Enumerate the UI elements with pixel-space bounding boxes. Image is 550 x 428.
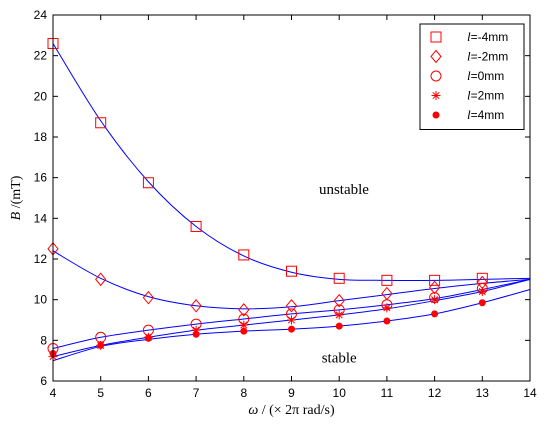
x-tick-label: 11 (381, 386, 394, 400)
data-point-series-1 (95, 117, 107, 129)
annotation-stable: stable (322, 351, 357, 367)
legend-value: =-2mm (471, 50, 509, 64)
data-point-series-2 (238, 303, 250, 317)
x-tick-label: 14 (523, 386, 537, 400)
fit-curve-series-2 (52, 250, 531, 310)
data-point-series-4 (477, 287, 487, 297)
y-tick-label: 12 (34, 252, 48, 266)
annotations: unstable stable (319, 182, 369, 367)
x-tick-label: 12 (428, 386, 442, 400)
y-tick-label: 22 (34, 49, 48, 63)
legend-marker-4 (431, 91, 441, 100)
data-point-series-4 (287, 315, 296, 325)
data-point-series-1 (429, 274, 441, 286)
data-point-series-1 (333, 272, 345, 284)
x-tick-label: 5 (97, 386, 104, 400)
y-tick-label: 18 (34, 130, 48, 144)
data-point-series-2 (476, 275, 488, 290)
legend-value: =-4mm (471, 30, 509, 44)
data-point-series-4 (239, 320, 249, 330)
data-point-series-2 (285, 298, 298, 313)
data-point-series-4 (382, 303, 392, 313)
data-point-series-4 (430, 295, 440, 305)
data-point-series-5 (192, 330, 200, 338)
x-axis-label: ω / (× 2π rad/s) (248, 403, 335, 418)
legend-var: l (467, 29, 471, 44)
axis-ticks: 4 5 6 7 8 9 10 11 12 13 14 6 8 10 12 14 16 18 20 22 24 (34, 8, 537, 400)
data-point-series-1 (476, 272, 488, 284)
fit-curve-series-1 (52, 43, 531, 281)
x-tick-label: 8 (240, 386, 247, 400)
x-axis-label-unit: / (× 2π rad/s) (258, 403, 335, 418)
y-axis-label-var: B (9, 211, 24, 220)
x-tick-label: 4 (50, 386, 57, 400)
legend-label-3: l=0mm (467, 68, 504, 83)
data-point-series-5 (97, 341, 105, 349)
legend-var: l (467, 68, 471, 83)
legend-var: l (467, 107, 471, 122)
data-point-series-4 (334, 310, 344, 320)
legend-marker-3 (430, 70, 442, 82)
y-tick-label: 8 (40, 333, 47, 347)
data-point-series-5 (383, 317, 391, 325)
data-point-series-5 (431, 310, 439, 318)
y-tick-label: 16 (34, 171, 48, 185)
legend-value: =4mm (471, 108, 505, 122)
y-axis-label-unit: /(mT) (9, 175, 24, 211)
legend-var: l (467, 88, 471, 103)
data-point-series-5 (288, 325, 295, 333)
data-point-series-2 (381, 286, 393, 301)
data-point-series-5 (240, 327, 248, 335)
x-axis-label-var: ω (248, 403, 258, 418)
data-point-series-1 (142, 177, 154, 189)
data-point-series-5 (144, 334, 152, 342)
legend-marker-2 (430, 49, 442, 64)
y-tick-label: 20 (34, 89, 48, 103)
data-point-series-4 (191, 325, 201, 335)
x-tick-label: 10 (333, 386, 347, 400)
x-tick-label: 13 (476, 386, 490, 400)
data-point-series-2 (190, 298, 202, 313)
legend-marker-5 (432, 111, 440, 119)
legend-value: =2mm (471, 89, 505, 103)
data-point-series-1 (190, 220, 202, 232)
data-markers (47, 37, 488, 362)
fit-curve-series-3 (52, 278, 531, 349)
data-point-series-2 (333, 293, 345, 308)
y-tick-label: 14 (34, 211, 48, 225)
legend-label-5: l=4mm (467, 107, 504, 122)
y-tick-label: 24 (34, 8, 48, 22)
legend-label-4: l=2mm (467, 88, 504, 103)
data-point-series-5 (478, 299, 486, 307)
data-point-series-5 (335, 322, 343, 330)
data-point-series-2 (428, 280, 441, 295)
x-tick-label: 7 (193, 386, 200, 400)
legend-marker-1 (430, 31, 442, 43)
x-tick-label: 6 (145, 386, 152, 400)
data-point-series-1 (238, 249, 250, 261)
data-point-series-1 (381, 274, 393, 286)
x-tick-label: 9 (288, 386, 295, 400)
data-point-series-2 (95, 272, 107, 287)
legend-var: l (467, 49, 471, 64)
y-axis-label: B /(mT) (9, 175, 24, 220)
legend-label-2: l=-2mm (467, 49, 508, 64)
data-point-series-1 (286, 265, 297, 277)
y-tick-label: 10 (34, 293, 48, 307)
data-point-series-2 (142, 290, 155, 305)
y-tick-label: 6 (40, 374, 47, 388)
legend-value: =0mm (471, 69, 505, 83)
annotation-unstable: unstable (319, 182, 369, 198)
legend-label-1: l=-4mm (467, 29, 508, 44)
